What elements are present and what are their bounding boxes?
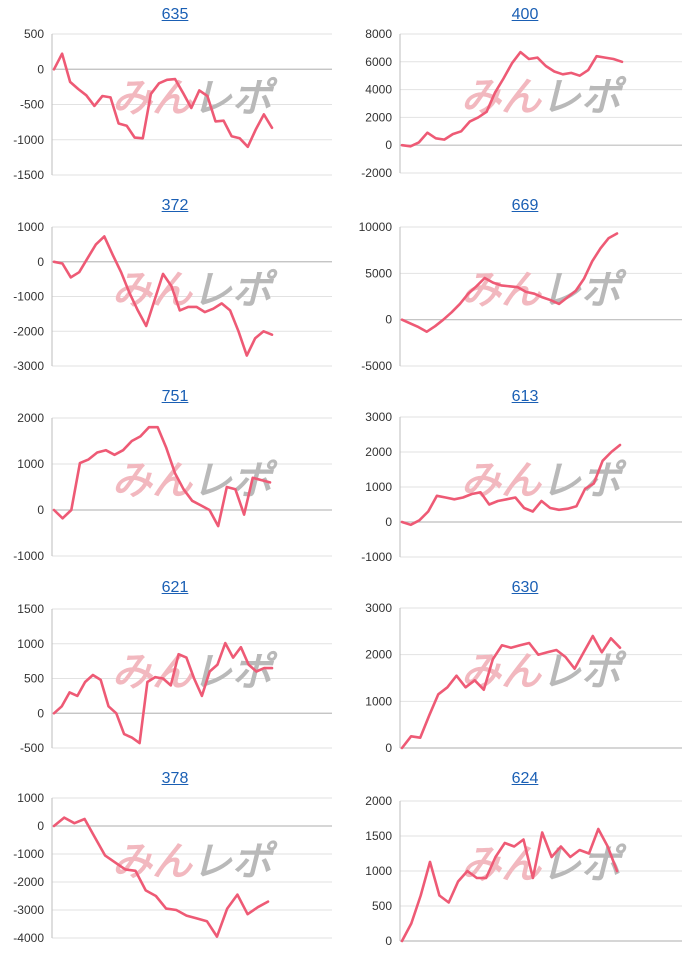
y-tick-label: -2000 <box>13 324 44 338</box>
chart-title-link[interactable]: 621 <box>161 579 189 596</box>
chart-panel: 669 10000 5000 0 -5000 みんレポ <box>350 191 700 382</box>
y-tick-label: 0 <box>37 706 44 720</box>
y-tick-label: 1000 <box>17 457 44 471</box>
y-tick-label: -500 <box>20 98 44 112</box>
chart-title-link[interactable]: 378 <box>161 770 189 787</box>
y-tick-label: -500 <box>20 741 44 755</box>
y-tick-label: 5000 <box>365 266 392 280</box>
chart-title-link[interactable]: 624 <box>511 770 539 787</box>
y-tick-label: -1500 <box>13 168 44 182</box>
y-tick-label: 0 <box>385 741 392 755</box>
y-tick-label: -4000 <box>13 931 44 945</box>
series-line <box>400 232 619 333</box>
chart-panel: 372 1000 0 -1000 -2000 -3000 みんレポ <box>0 191 350 382</box>
chart-title-link[interactable]: 630 <box>511 579 539 596</box>
chart-title-link[interactable]: 751 <box>161 388 189 405</box>
y-tick-label: 1000 <box>17 637 44 651</box>
y-tick-label: 500 <box>24 672 44 686</box>
y-tick-label: -1000 <box>13 549 44 563</box>
line-chart: 3000 2000 1000 0 みんレポ <box>365 601 682 755</box>
y-tick-label: 4000 <box>365 83 392 97</box>
y-tick-label: 1000 <box>17 220 44 234</box>
y-tick-label: 1000 <box>365 694 392 708</box>
chart-panel: 613 3000 2000 1000 0 -1000 みんレポ <box>350 382 700 573</box>
y-tick-label: -1000 <box>13 133 44 147</box>
chart-panel: 630 3000 2000 1000 0 みんレポ <box>350 573 700 764</box>
y-tick-label: 0 <box>385 515 392 529</box>
y-tick-label: 1000 <box>365 864 392 878</box>
y-tick-label: 2000 <box>17 411 44 425</box>
chart-panel: 378 1000 0 -1000 -2000 -3000 -4000 みんレポ <box>0 764 350 955</box>
series-line <box>400 634 622 750</box>
y-tick-label: 2000 <box>365 445 392 459</box>
chart-panel: 624 2000 1500 1000 500 0 みんレポ <box>350 764 700 955</box>
watermark-logo: みんレポ <box>461 458 627 504</box>
y-tick-label: -1000 <box>13 290 44 304</box>
y-tick-label: 2000 <box>365 794 392 808</box>
y-tick-label: -1000 <box>13 847 44 861</box>
line-chart: 2000 1500 1000 500 0 みんレポ <box>365 794 682 948</box>
y-tick-label: 2000 <box>365 648 392 662</box>
watermark-logo: みんレポ <box>461 268 627 314</box>
y-tick-label: 0 <box>385 138 392 152</box>
chart-title-link[interactable]: 669 <box>511 197 539 214</box>
y-tick-label: 8000 <box>365 27 392 41</box>
y-tick-label: 6000 <box>365 55 392 69</box>
y-tick-label: 0 <box>37 62 44 76</box>
y-tick-label: 500 <box>372 899 392 913</box>
watermark-logo: みんレポ <box>112 839 278 885</box>
watermark-logo: みんレポ <box>461 842 627 888</box>
y-tick-label: 1000 <box>365 480 392 494</box>
y-tick-label: 0 <box>385 313 392 327</box>
line-chart: 1500 1000 500 0 -500 みんレポ <box>17 602 332 755</box>
y-tick-label: -2000 <box>13 875 44 889</box>
chart-panel: 751 2000 1000 0 -1000 みんレポ <box>0 382 350 573</box>
series-line <box>52 425 272 528</box>
y-tick-label: -1000 <box>361 550 392 564</box>
y-tick-label: -3000 <box>13 359 44 373</box>
y-tick-label: 1000 <box>17 791 44 805</box>
series-line <box>52 816 270 938</box>
y-tick-label: 0 <box>37 819 44 833</box>
series-line <box>52 235 274 357</box>
line-chart: 10000 5000 0 -5000 みんレポ <box>359 220 682 373</box>
series-line <box>400 443 622 527</box>
y-tick-label: 500 <box>24 27 44 41</box>
series-line <box>52 641 274 745</box>
chart-title-link[interactable]: 372 <box>161 197 189 214</box>
chart-panel: 400 8000 6000 4000 2000 0 -2000 みんレポ <box>350 0 700 191</box>
series-line <box>400 827 619 943</box>
y-tick-label: -2000 <box>361 166 392 180</box>
y-tick-label: 2000 <box>365 110 392 124</box>
series-line <box>52 52 274 149</box>
chart-title-link[interactable]: 613 <box>511 388 539 405</box>
y-tick-label: 3000 <box>365 601 392 615</box>
y-tick-label: -5000 <box>361 359 392 373</box>
y-tick-label: 1500 <box>17 602 44 616</box>
watermark-logo: みんレポ <box>112 268 278 314</box>
y-tick-label: 0 <box>385 934 392 948</box>
series-line <box>400 50 624 148</box>
chart-title-link[interactable]: 635 <box>161 6 189 23</box>
y-tick-label: 3000 <box>365 410 392 424</box>
y-tick-label: 0 <box>37 255 44 269</box>
line-chart: 1000 0 -1000 -2000 -3000 みんレポ <box>13 220 332 373</box>
y-tick-label: 0 <box>37 503 44 517</box>
chart-panel: 621 1500 1000 500 0 -500 みんレポ <box>0 573 350 764</box>
y-tick-label: -3000 <box>13 903 44 917</box>
line-chart: 3000 2000 1000 0 -1000 みんレポ <box>361 410 682 564</box>
watermark-logo: みんレポ <box>112 650 278 696</box>
watermark-logo: みんレポ <box>461 649 627 695</box>
y-tick-label: 10000 <box>359 220 393 234</box>
line-chart: 1000 0 -1000 -2000 -3000 -4000 みんレポ <box>13 791 332 945</box>
chart-title-link[interactable]: 400 <box>511 6 539 23</box>
y-tick-label: 1500 <box>365 829 392 843</box>
chart-panel: 635 500 0 -500 -1000 -1500 みんレポ <box>0 0 350 191</box>
